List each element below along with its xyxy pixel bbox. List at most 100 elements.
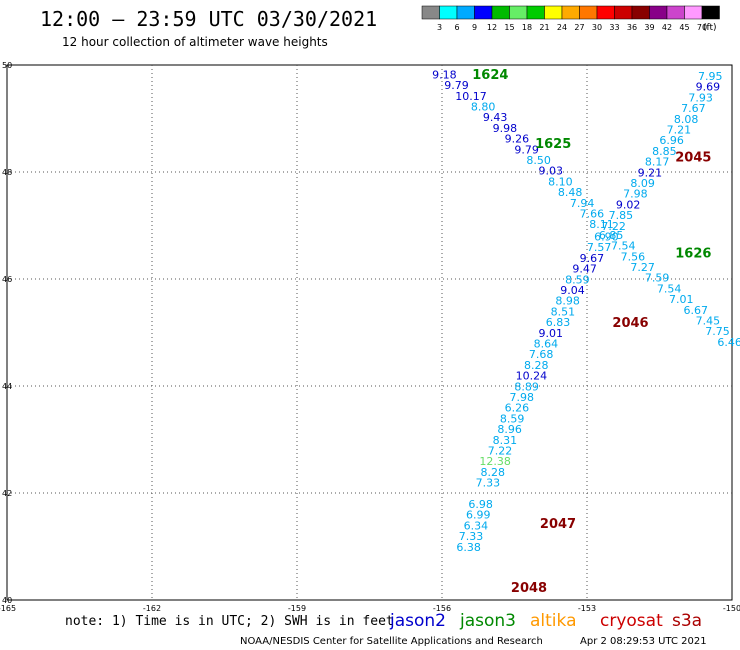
- color-swatch: [491, 5, 510, 20]
- legend-cryosat: cryosat: [600, 611, 663, 631]
- wave-height-value: 7.95: [698, 70, 723, 83]
- x-tick-label: -159: [288, 604, 306, 613]
- y-tick-label: 46: [2, 275, 12, 284]
- wave-height-value: 6.34: [464, 519, 489, 532]
- wave-height-value: 8.96: [497, 423, 522, 436]
- wave-height-value: 6.38: [456, 541, 481, 554]
- wave-height-value: 9.69: [696, 81, 721, 94]
- wave-height-value: 8.64: [534, 337, 559, 350]
- color-swatch: [649, 5, 668, 20]
- wave-height-value: 6.83: [546, 316, 571, 329]
- x-tick-label: -162: [143, 604, 161, 613]
- wave-height-value: 8.11: [589, 218, 614, 231]
- wave-height-value: 9.04: [560, 284, 585, 297]
- color-swatch: [684, 5, 703, 20]
- wave-height-value: 7.94: [570, 197, 595, 210]
- wave-height-value: 7.22: [601, 220, 626, 233]
- plot-frame: [6, 64, 733, 601]
- wave-height-value: 9.03: [539, 165, 564, 178]
- wave-height-value: 7.75: [705, 325, 730, 338]
- wave-height-value: 6.46: [717, 336, 740, 349]
- wave-height-value: 7.56: [621, 250, 646, 263]
- wave-height-value: 7.01: [669, 293, 694, 306]
- color-swatch: [456, 5, 475, 20]
- y-tick-label: 44: [2, 382, 12, 391]
- color-scale-label: 70: [697, 23, 707, 32]
- wave-height-value: 7.98: [510, 391, 535, 404]
- wave-height-value: 9.21: [638, 166, 663, 179]
- x-tick-label: -153: [578, 604, 596, 613]
- legend-jason3: jason3: [459, 611, 516, 631]
- map-subtitle: 12 hour collection of altimeter wave hei…: [62, 35, 328, 49]
- wave-height-value: 9.43: [483, 111, 508, 124]
- wave-height-value: 8.89: [514, 380, 539, 393]
- wave-height-value: 9.98: [493, 122, 518, 135]
- wave-height-value: 7.68: [529, 348, 554, 361]
- color-scale-label: 21: [539, 23, 549, 32]
- pass-number-label: 2046: [612, 316, 648, 331]
- wave-height-value: 8.09: [630, 177, 655, 190]
- color-scale-label: 42: [662, 23, 672, 32]
- footer-credit: NOAA/NESDIS Center for Satellite Applica…: [240, 636, 543, 647]
- wave-height-value: 8.17: [645, 156, 670, 169]
- color-scale-label: 27: [574, 23, 584, 32]
- color-swatch: [579, 5, 598, 20]
- y-tick-label: 48: [2, 168, 12, 177]
- color-scale-label: 18: [522, 23, 532, 32]
- wave-height-value: 7.54: [611, 240, 636, 253]
- wave-height-value: 7.59: [645, 272, 670, 285]
- color-swatch: [421, 5, 440, 20]
- pass-number-label: 1625: [535, 137, 571, 152]
- color-scale-label: 3: [437, 23, 442, 32]
- wave-height-value: 8.28: [524, 359, 549, 372]
- wave-height-value: 7.54: [657, 282, 682, 295]
- wave-height-value: 12.38: [479, 455, 511, 468]
- wave-height-value: 9.79: [514, 143, 539, 156]
- color-swatch: [439, 5, 458, 20]
- color-scale-label: 6: [454, 23, 459, 32]
- wave-height-value: 7.27: [630, 261, 655, 274]
- wave-height-value: 7.57: [587, 241, 612, 254]
- pass-number-label: 1626: [675, 247, 711, 262]
- pass-number-label: 1624: [472, 68, 508, 83]
- color-scale-label: 9: [472, 23, 477, 32]
- color-scale-label: 30: [592, 23, 602, 32]
- pass-number-label: 2048: [511, 581, 547, 596]
- wave-height-value: 9.47: [572, 263, 597, 276]
- wave-height-value: 7.22: [488, 444, 513, 457]
- wave-height-value: 8.08: [674, 113, 699, 126]
- footer-timestamp: Apr 2 08:29:53 UTC 2021: [580, 636, 707, 647]
- color-swatch: [509, 5, 528, 20]
- wave-height-value: 9.01: [539, 327, 564, 340]
- wave-height-value: 9.67: [580, 252, 605, 265]
- x-tick-label: -165: [0, 604, 16, 613]
- wave-height-value: 8.85: [652, 145, 677, 158]
- color-swatch: [614, 5, 633, 20]
- wave-height-value: 7.98: [623, 188, 648, 201]
- wave-height-value: 9.79: [444, 79, 469, 92]
- y-axis-ticks: 40 42 44 46 48 50: [2, 61, 12, 605]
- wave-height-value: 6.67: [684, 304, 709, 317]
- wave-height-value: 6.96: [659, 134, 684, 147]
- wave-height-value: 7.93: [688, 91, 713, 104]
- color-swatch: [526, 5, 545, 20]
- color-swatch: [596, 5, 615, 20]
- wave-height-points: 9.189.7910.178.809.439.989.269.798.509.0…: [432, 68, 740, 553]
- wave-height-value: 8.31: [493, 434, 518, 447]
- wave-height-value: 8.10: [548, 175, 573, 188]
- wave-height-value: 6.99: [466, 509, 491, 522]
- wave-height-value: 10.17: [455, 90, 487, 103]
- wave-height-value: 6.26: [505, 402, 530, 415]
- pass-number-label: 2045: [675, 150, 711, 165]
- legend-s3a: s3a: [672, 611, 702, 631]
- satellite-legend: jason2 jason3 altika cryosat s3a: [389, 611, 702, 631]
- footer-note: note: 1) Time is in UTC; 2) SWH is in fe…: [65, 614, 394, 629]
- x-axis-ticks: -165 -162 -159 -156 -153 -150: [0, 604, 740, 613]
- color-swatch: [474, 5, 493, 20]
- map-title: 12:00 – 23:59 UTC 03/30/2021: [40, 7, 377, 31]
- wave-height-value: 7.67: [681, 102, 706, 115]
- x-tick-label: -156: [433, 604, 451, 613]
- wave-height-value: 8.51: [551, 305, 576, 318]
- wave-height-value: 8.80: [471, 100, 496, 113]
- wave-height-value: 7.21: [667, 123, 692, 136]
